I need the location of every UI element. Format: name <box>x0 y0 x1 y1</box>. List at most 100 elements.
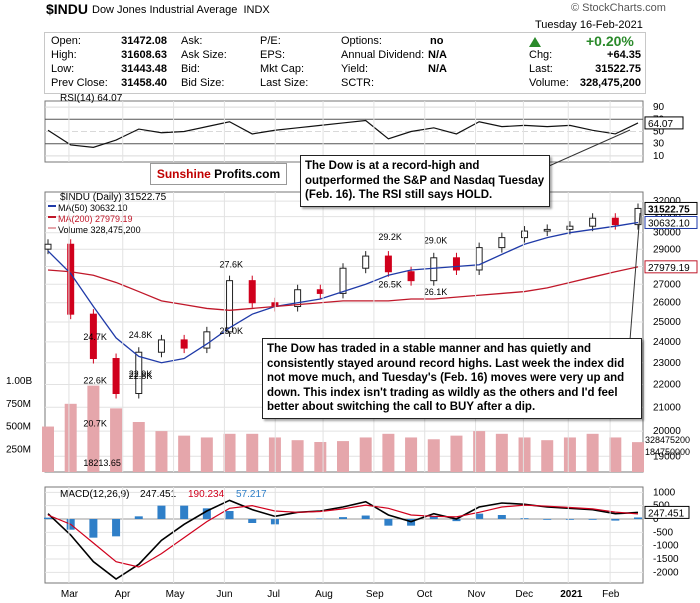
candle-body <box>362 255 370 269</box>
annotation-note-rsi: The Dow is at a record-high and outperfo… <box>300 155 550 207</box>
candle-body <box>475 247 483 271</box>
x-tick-label: Nov <box>468 589 486 600</box>
candle-body <box>226 280 234 333</box>
macd-last-box <box>644 505 690 519</box>
candle-body <box>521 230 529 239</box>
up-arrow-icon <box>529 37 541 47</box>
last-size-label: Last Size: <box>260 77 309 89</box>
eps-label: EPS: <box>260 49 286 61</box>
low-label: Low: <box>51 63 75 75</box>
macd-histogram-bar <box>452 519 461 522</box>
macd-histogram-bar <box>157 505 166 519</box>
extrema-label: 22.6K <box>83 375 107 385</box>
price-tick-label: 20000 <box>653 426 681 437</box>
price-label: 30632.10 <box>648 218 690 229</box>
candle-body <box>180 339 188 349</box>
macd-histogram-bar <box>634 517 642 519</box>
quote-box: Open: 31472.08 High: 31608.63 Low: 31443… <box>44 32 646 94</box>
high-label: High: <box>51 49 77 61</box>
volume-bar <box>518 437 531 472</box>
x-tick-label: 2021 <box>560 589 583 600</box>
candle-body <box>89 313 97 360</box>
candle-body <box>316 289 324 294</box>
extrema-label: 25.0K <box>220 326 244 336</box>
open-value: 31472.08 <box>121 35 167 47</box>
extrema-label: 20.7K <box>83 418 107 428</box>
volume-bar <box>382 433 395 472</box>
legend-swatch <box>48 205 56 207</box>
macd-histogram-bar <box>543 519 552 520</box>
chg-label: Chg: <box>529 49 553 61</box>
volume-bar <box>473 431 486 472</box>
mkt-cap-label: Mkt Cap: <box>260 63 305 75</box>
x-tick-label: Mar <box>61 589 79 600</box>
volume-bar <box>609 437 622 472</box>
extrema-label: 22.8K <box>129 371 153 381</box>
high-value: 31608.63 <box>121 49 167 61</box>
x-tick-label: May <box>166 589 185 600</box>
chart-header: $INDU Dow Jones Industrial Average INDX … <box>0 0 700 98</box>
volume-bar <box>200 437 213 472</box>
price-tick-label: 22000 <box>653 380 681 391</box>
volume-bar <box>405 437 418 472</box>
macd-frame <box>44 486 644 584</box>
volume-bar <box>110 408 123 472</box>
volume-bar <box>42 426 54 472</box>
candle-body <box>589 217 597 227</box>
candle-body <box>611 217 619 226</box>
macd-tick-label: 0 <box>653 514 659 525</box>
candle-body <box>407 271 415 282</box>
annotation-pointer <box>539 129 631 171</box>
legend-label: MA(50) 30632.10 <box>58 203 128 213</box>
rsi-tick-label: 90 <box>653 102 665 113</box>
volume-bar <box>586 433 599 472</box>
price-label-box <box>644 215 698 229</box>
volume-bar <box>495 433 508 472</box>
logo-part1: Sunshine <box>156 167 211 181</box>
volume-bar <box>563 437 576 472</box>
ask-size-label: Ask Size: <box>181 49 227 61</box>
volume-bar <box>246 433 259 472</box>
candle-body <box>67 243 75 315</box>
macd-histogram-bar <box>384 519 393 526</box>
logo-part2: Profits.com <box>214 167 281 181</box>
volume-bar <box>64 403 77 472</box>
low-value: 31443.48 <box>121 63 167 75</box>
quote-date: Tuesday 16-Feb-2021 <box>535 19 643 31</box>
x-tick-label: Apr <box>115 589 131 600</box>
macd-legend-value: 247.451 <box>140 489 177 500</box>
volume-bar <box>337 441 349 472</box>
x-axis: Mar Apr May Jun Jul Aug Sep Oct Nov Dec 2021 Feb <box>61 101 641 600</box>
x-tick-label: Aug <box>315 589 333 600</box>
candle-body <box>384 255 392 273</box>
macd-tick-label: -500 <box>653 527 673 538</box>
macd-histogram-bar <box>611 519 620 521</box>
price-label: 27979.19 <box>648 263 690 274</box>
volume-bar <box>155 431 168 472</box>
ma200-line <box>47 266 639 311</box>
volume-right-label: 184750000 <box>645 447 690 457</box>
macd-panel: 10005000-500-1000-1500-2000MACD(12,26,9)… <box>44 486 690 584</box>
candle-body <box>44 243 52 250</box>
last-value: 31522.75 <box>595 63 641 75</box>
extrema-label: 26.5K <box>378 279 402 289</box>
macd-legend-value: 57.217 <box>236 489 267 500</box>
volume-tick-label: 250M <box>6 444 31 455</box>
macd-histogram-bar <box>202 508 211 519</box>
volume-tick-label: 1.00B <box>6 376 32 387</box>
x-tick-label: Oct <box>417 589 433 600</box>
price-label-box <box>644 201 698 215</box>
volume-bar <box>314 442 327 472</box>
volume-bar <box>359 437 372 472</box>
price-tick-label: 19000 <box>653 451 681 462</box>
macd-tick-label: -2000 <box>653 567 679 578</box>
x-tick-label: Sep <box>366 589 384 600</box>
watermark: © StockCharts.com <box>571 2 666 14</box>
macd-histogram-bar <box>429 516 438 519</box>
macd-histogram-bar <box>225 511 234 519</box>
symbol: $INDU <box>46 1 89 17</box>
candle-body <box>498 237 506 249</box>
legend-swatch <box>48 227 56 229</box>
chg-value: +64.35 <box>607 49 641 61</box>
